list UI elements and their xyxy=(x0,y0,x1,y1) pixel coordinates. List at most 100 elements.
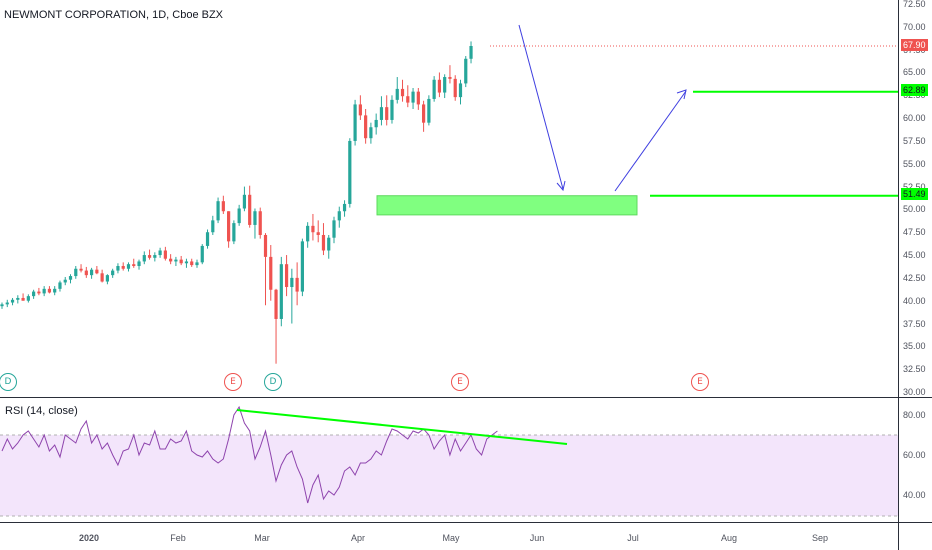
candle-body xyxy=(47,288,52,293)
candle-body xyxy=(258,211,262,235)
candle-body xyxy=(200,245,204,263)
candle-body xyxy=(358,104,362,116)
candle-body xyxy=(290,277,294,288)
candle-body xyxy=(16,297,20,300)
candle-body xyxy=(469,45,473,59)
price-pane[interactable] xyxy=(0,24,898,364)
time-axis-tick: May xyxy=(442,533,460,543)
dividend-marker-2[interactable]: D xyxy=(264,373,282,391)
candle-body xyxy=(74,268,78,277)
candle-body xyxy=(395,88,399,100)
candle-body xyxy=(190,261,194,266)
price-axis-tick: 57.50 xyxy=(903,135,926,146)
candle-body xyxy=(195,262,199,266)
candle-body xyxy=(406,96,410,103)
candle-body xyxy=(274,289,278,319)
candle-body xyxy=(105,275,109,282)
candle-body xyxy=(337,211,341,221)
earnings-marker-1[interactable]: E xyxy=(224,373,242,391)
candle-body xyxy=(211,220,215,233)
candle-body xyxy=(142,255,146,262)
candle-body xyxy=(121,266,125,269)
up-arrow-head xyxy=(676,89,687,100)
price-axis-tick: 60.00 xyxy=(903,113,926,124)
candle-body xyxy=(100,273,104,282)
time-axis-tick: Jul xyxy=(627,533,639,543)
upper-target-price-label: 62.89 xyxy=(901,84,928,96)
candle-body xyxy=(53,288,57,293)
candle-body xyxy=(453,78,457,98)
time-axis-tick: Apr xyxy=(350,533,366,543)
candle-body xyxy=(10,299,15,303)
candle-body xyxy=(95,269,99,274)
candle-body xyxy=(216,201,220,221)
candle-body xyxy=(221,201,225,212)
candle-body xyxy=(253,211,257,225)
earnings-marker-3[interactable]: E xyxy=(691,373,709,391)
candle-body xyxy=(132,264,136,267)
candle-body xyxy=(58,282,62,289)
rsi-band xyxy=(0,435,898,516)
price-axis-tick: 55.00 xyxy=(903,158,926,169)
candle-body xyxy=(390,99,394,120)
price-axis-tick: 50.00 xyxy=(903,204,926,215)
candle-body xyxy=(179,259,183,264)
candle-body xyxy=(137,261,141,267)
rsi-indicator-label[interactable]: RSI (14, close) xyxy=(5,405,78,417)
rsi-axis-tick: 80.00 xyxy=(903,410,926,420)
candle-body xyxy=(448,77,452,79)
time-axis-tick: Feb xyxy=(170,533,186,543)
candle-body xyxy=(237,208,241,224)
candle-body xyxy=(327,237,331,251)
candle-body xyxy=(174,259,178,262)
candle-body xyxy=(284,264,289,288)
candle-body xyxy=(147,255,152,258)
candle-body xyxy=(374,119,378,128)
time-axis-tick: Jun xyxy=(529,533,545,543)
candle-body xyxy=(379,107,384,120)
candle-body xyxy=(321,234,326,251)
up-arrow-line xyxy=(614,90,687,192)
candle-body xyxy=(163,250,167,259)
candle-body xyxy=(26,296,30,301)
candle-body xyxy=(464,58,468,84)
price-axis-tick: 40.00 xyxy=(903,295,926,306)
candle-body xyxy=(427,98,431,123)
candle-body xyxy=(316,232,320,235)
candle-body xyxy=(364,115,368,139)
candle-body xyxy=(263,234,268,257)
candle-body xyxy=(416,91,420,105)
dividend-marker-1[interactable]: D xyxy=(0,373,17,391)
down-arrow-head xyxy=(556,180,566,192)
candle-body xyxy=(169,258,173,262)
candle-body xyxy=(348,140,352,204)
time-axis-tick: Aug xyxy=(720,533,738,543)
price-axis-tick: 45.00 xyxy=(903,250,926,261)
time-axis-tick: Sep xyxy=(811,533,829,543)
candle-body xyxy=(68,276,73,280)
price-axis-tick: 52.50 xyxy=(903,181,926,192)
price-axis-tick: 42.50 xyxy=(903,272,926,283)
candle-body xyxy=(353,104,357,141)
candle-body xyxy=(411,91,415,103)
rsi-pane[interactable] xyxy=(0,405,898,517)
candle-body xyxy=(295,277,299,292)
symbol-title[interactable]: NEWMONT CORPORATION, 1D, Cboe BZX xyxy=(4,9,224,21)
price-axis-tick: 32.50 xyxy=(903,364,926,375)
candle-body xyxy=(369,127,373,139)
candle-body xyxy=(279,264,283,319)
candle-body xyxy=(432,79,436,99)
candle-body xyxy=(21,297,25,301)
candle-body xyxy=(37,291,41,294)
rsi-axis-tick: 60.00 xyxy=(903,450,926,460)
candle-body xyxy=(300,241,304,292)
earnings-marker-2[interactable]: E xyxy=(451,373,469,391)
candle-body xyxy=(42,288,46,294)
candle-body xyxy=(400,88,405,97)
candle-body xyxy=(232,223,236,242)
candle-body xyxy=(0,304,4,307)
last-price-label: 67.90 xyxy=(901,39,928,51)
candle-body xyxy=(116,266,120,271)
down-arrow-line xyxy=(518,24,564,190)
